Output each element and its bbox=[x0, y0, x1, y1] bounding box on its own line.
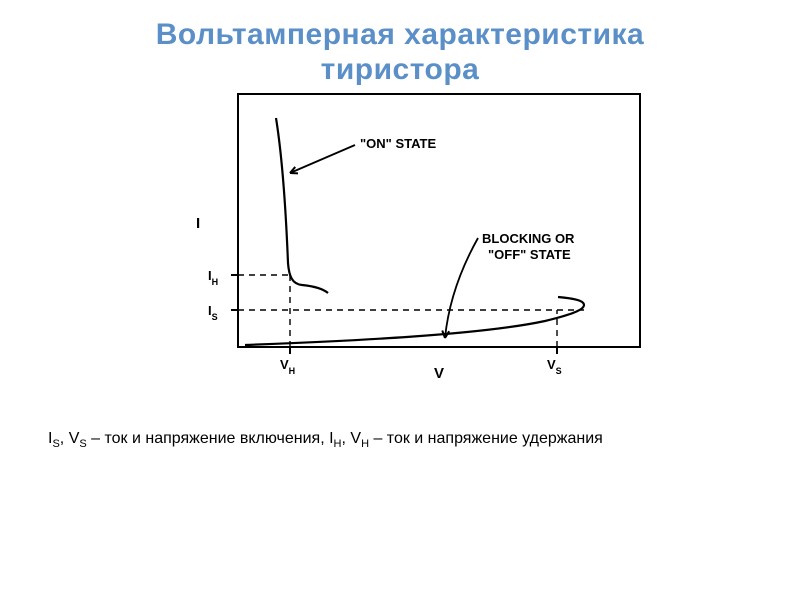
title-line1: Вольтамперная характеристика bbox=[156, 18, 645, 51]
caption-sub: H bbox=[361, 438, 369, 450]
svg-text:V: V bbox=[434, 365, 444, 382]
caption-sub: S bbox=[79, 438, 86, 450]
caption-seg: , V bbox=[60, 430, 80, 447]
svg-text:"OFF" STATE: "OFF" STATE bbox=[488, 247, 571, 262]
caption-seg: – ток и напряжение включения, I bbox=[87, 430, 334, 447]
slide-title: Вольтамперная характеристика тиристора bbox=[0, 0, 800, 87]
svg-text:IH: IH bbox=[208, 268, 218, 287]
svg-text:"ON" STATE: "ON" STATE bbox=[360, 136, 436, 151]
title-line2: тиристора bbox=[321, 53, 480, 86]
caption-sub: S bbox=[52, 438, 59, 450]
svg-text:BLOCKING OR: BLOCKING OR bbox=[482, 231, 575, 246]
caption-seg: , V bbox=[342, 430, 362, 447]
iv-diagram: IH IS VH VS I V "ON" STATE BLOCKING OR"OFF" STA… bbox=[150, 88, 650, 393]
caption-sub: H bbox=[334, 438, 342, 450]
caption-seg: – ток и напряжение удержания bbox=[369, 430, 603, 447]
svg-text:VH: VH bbox=[280, 357, 295, 376]
caption-text: IS, VS – ток и напряжение включения, IH,… bbox=[48, 430, 603, 450]
svg-text:VS: VS bbox=[547, 357, 562, 376]
svg-text:I: I bbox=[196, 215, 200, 232]
svg-text:IS: IS bbox=[208, 303, 218, 322]
